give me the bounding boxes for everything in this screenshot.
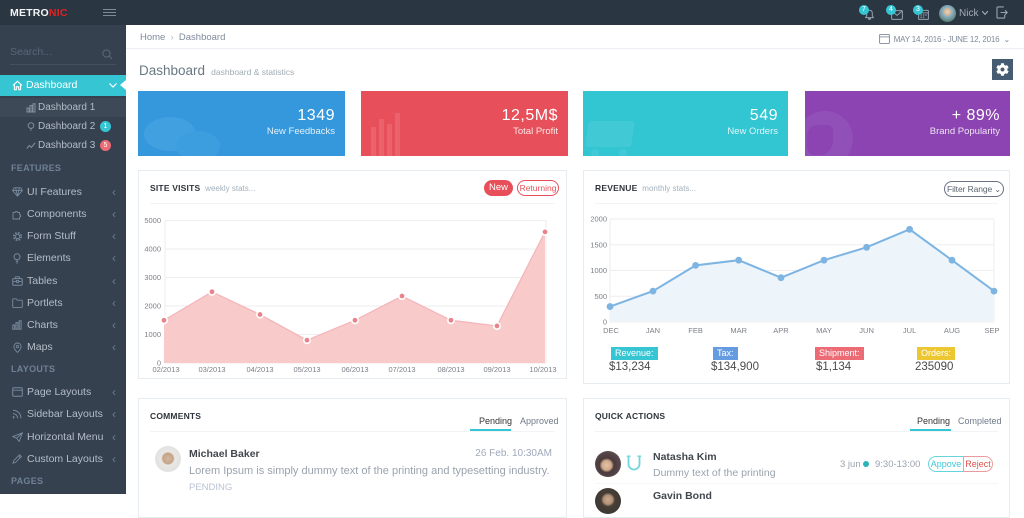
svg-text:JUL: JUL: [903, 326, 916, 335]
svg-text:DEC: DEC: [603, 326, 619, 335]
svg-text:07/2013: 07/2013: [388, 365, 415, 374]
svg-text:09/2013: 09/2013: [483, 365, 510, 374]
svg-text:04/2013: 04/2013: [246, 365, 273, 374]
svg-text:FEB: FEB: [688, 326, 703, 335]
svg-text:06/2013: 06/2013: [341, 365, 368, 374]
svg-text:JUN: JUN: [859, 326, 874, 335]
svg-text:MAR: MAR: [730, 326, 747, 335]
svg-text:05/2013: 05/2013: [293, 365, 320, 374]
svg-text:2000: 2000: [590, 215, 607, 224]
svg-text:4000: 4000: [144, 245, 161, 254]
svg-text:3000: 3000: [144, 273, 161, 282]
svg-text:1000: 1000: [144, 330, 161, 339]
svg-text:02/2013: 02/2013: [152, 365, 179, 374]
svg-text:MAY: MAY: [816, 326, 832, 335]
svg-text:SEP: SEP: [984, 326, 999, 335]
svg-text:10/2013: 10/2013: [529, 365, 556, 374]
svg-text:0: 0: [157, 359, 161, 368]
svg-text:03/2013: 03/2013: [198, 365, 225, 374]
svg-text:JAN: JAN: [646, 326, 660, 335]
svg-text:08/2013: 08/2013: [437, 365, 464, 374]
svg-text:500: 500: [594, 292, 607, 301]
svg-text:2000: 2000: [144, 302, 161, 311]
svg-text:5000: 5000: [144, 216, 161, 225]
svg-text:APR: APR: [773, 326, 789, 335]
svg-text:AUG: AUG: [944, 326, 960, 335]
svg-text:0: 0: [603, 318, 607, 327]
svg-text:1000: 1000: [590, 266, 607, 275]
svg-text:1500: 1500: [590, 240, 607, 249]
